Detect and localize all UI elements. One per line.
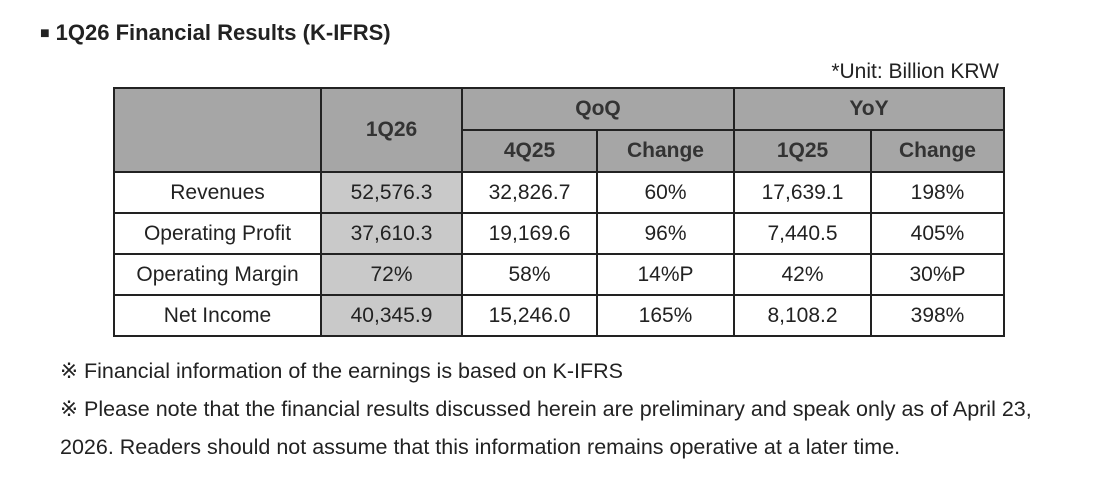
table-row: Revenues 52,576.3 32,826.7 60% 17,639.1 …	[113, 171, 1005, 214]
header-corner-cell	[113, 87, 322, 173]
financial-results-table: 1Q26 QoQ YoY 4Q25 Change 1Q25 Change Rev…	[113, 87, 1005, 337]
qoq-change-value: 60%	[596, 171, 735, 214]
current-value: 72%	[320, 253, 463, 296]
footnote-kifrs: ※ Financial information of the earnings …	[60, 359, 623, 383]
table-subheader-row: 4Q25 Change 1Q25 Change	[114, 129, 1005, 173]
current-value: 52,576.3	[320, 171, 463, 214]
qoq-prev-value: 15,246.0	[461, 294, 598, 337]
footnote-disclaimer: ※ Please note that the financial results…	[60, 397, 1032, 459]
qoq-change-value: 96%	[596, 212, 735, 255]
yoy-change-value: 405%	[870, 212, 1005, 255]
footnotes: ※ Financial information of the earnings …	[60, 352, 1090, 466]
qoq-change-value: 165%	[596, 294, 735, 337]
table-row: Net Income 40,345.9 15,246.0 165% 8,108.…	[113, 294, 1005, 337]
qoq-prev-value: 32,826.7	[461, 171, 598, 214]
yoy-prev-value: 42%	[733, 253, 872, 296]
yoy-change-value: 398%	[870, 294, 1005, 337]
yoy-prev-value: 17,639.1	[733, 171, 872, 214]
yoy-change-value: 198%	[870, 171, 1005, 214]
section-title-text: 1Q26 Financial Results (K-IFRS)	[55, 20, 391, 45]
header-group-yoy: YoY	[733, 87, 1005, 131]
qoq-change-value: 14%P	[596, 253, 735, 296]
row-label: Operating Margin	[113, 253, 322, 296]
header-current-period: 1Q26	[320, 87, 463, 173]
current-value: 37,610.3	[320, 212, 463, 255]
header-group-qoq: QoQ	[461, 87, 735, 131]
current-value: 40,345.9	[320, 294, 463, 337]
table-header-row: 1Q26 QoQ YoY	[113, 87, 1005, 173]
header-yoy-period: 1Q25	[733, 129, 872, 173]
yoy-change-value: 30%P	[870, 253, 1005, 296]
yoy-prev-value: 8,108.2	[733, 294, 872, 337]
header-yoy-change: Change	[870, 129, 1005, 173]
header-qoq-period: 4Q25	[461, 129, 598, 173]
table-row: Operating Margin 72% 58% 14%P 42% 30%P	[113, 253, 1005, 296]
unit-note: *Unit: Billion KRW	[831, 60, 999, 83]
qoq-prev-value: 58%	[461, 253, 598, 296]
header-qoq-change: Change	[596, 129, 735, 173]
row-label: Revenues	[113, 171, 322, 214]
yoy-prev-value: 7,440.5	[733, 212, 872, 255]
table-row: Operating Profit 37,610.3 19,169.6 96% 7…	[113, 212, 1005, 255]
row-label: Net Income	[113, 294, 322, 337]
section-title: ■ 1Q26 Financial Results (K-IFRS)	[40, 20, 391, 46]
row-label: Operating Profit	[113, 212, 322, 255]
square-bullet-icon: ■	[40, 25, 50, 42]
qoq-prev-value: 19,169.6	[461, 212, 598, 255]
